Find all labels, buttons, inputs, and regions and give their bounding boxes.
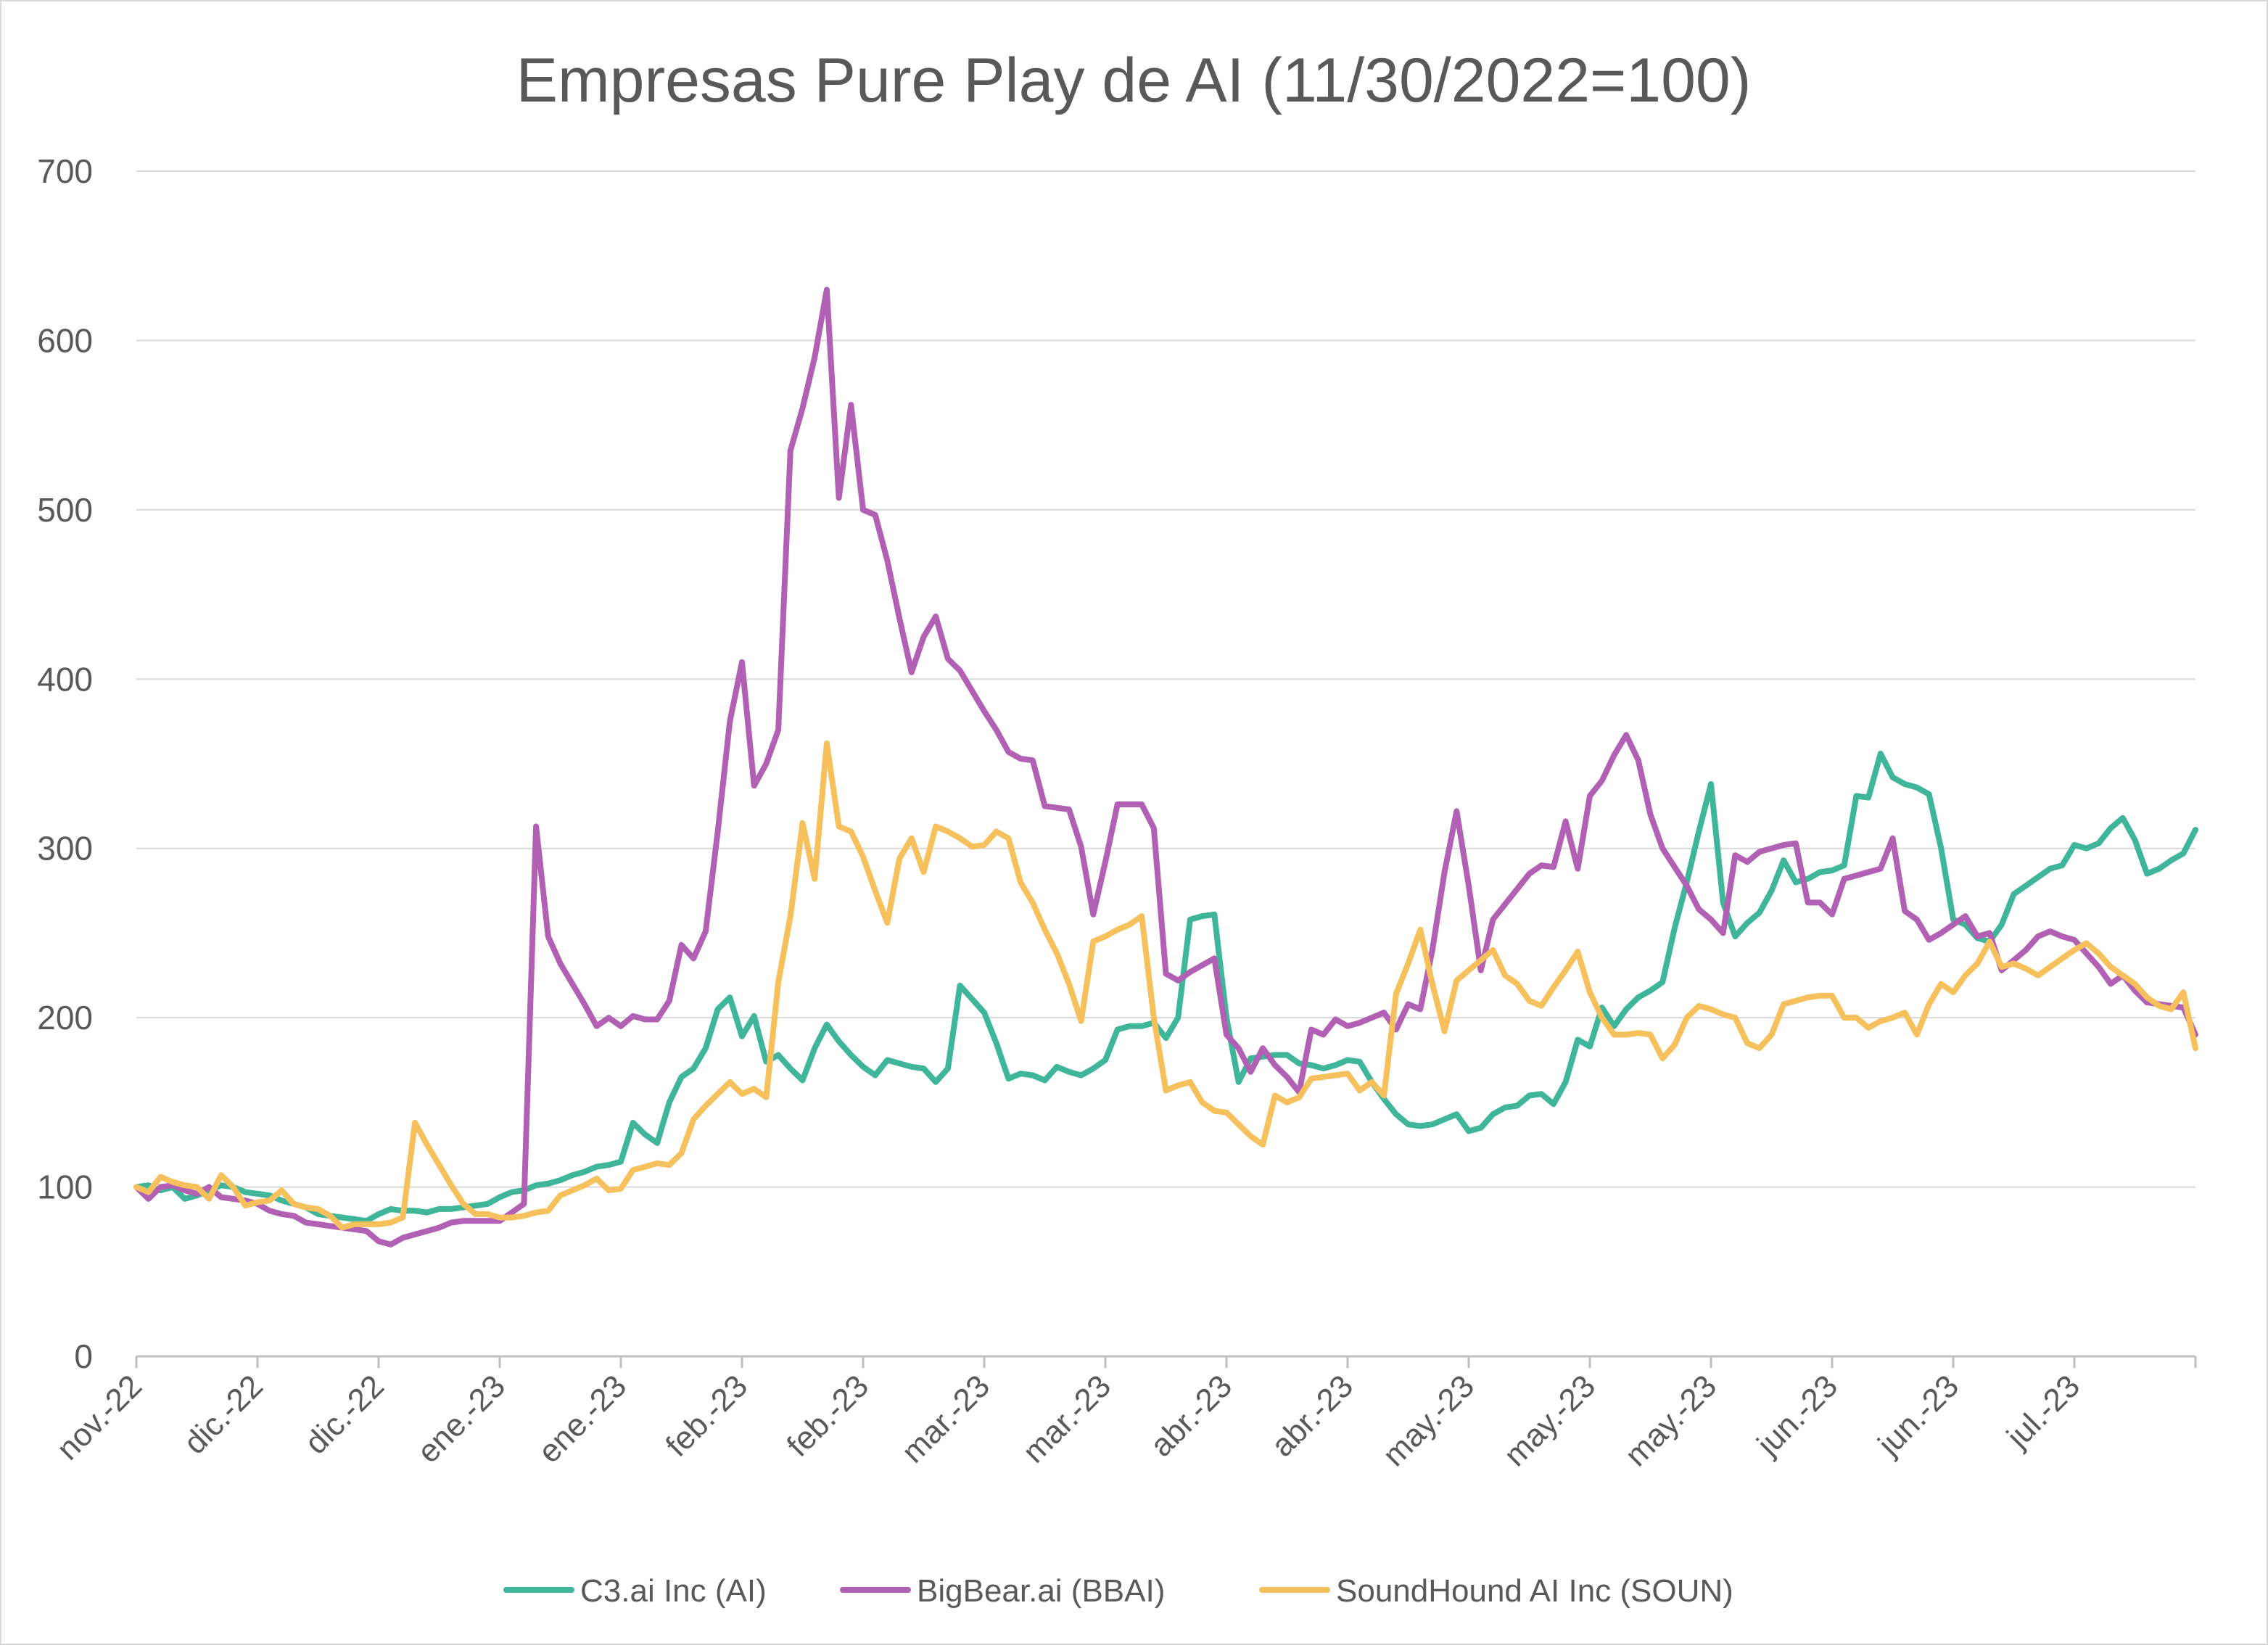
- x-tick-label: abr.-23: [1265, 1368, 1361, 1464]
- series-line-1: [133, 286, 2198, 1248]
- x-tick-label: may.-23: [1376, 1368, 1481, 1473]
- x-axis: nov.-22 dic.-22 dic.-22 ene.-23 ene.-23 feb.-…: [50, 1355, 2197, 1473]
- series-line-2: [133, 741, 2198, 1231]
- x-tick-label: ene.-23: [532, 1368, 633, 1469]
- x-tick-label: mar.-23: [895, 1368, 997, 1469]
- legend-label-2: SoundHound AI Inc (SOUN): [1336, 1573, 1733, 1609]
- legend-label-1: BigBear.ai (BBAI): [917, 1573, 1165, 1609]
- x-tick-label: dic.-22: [177, 1368, 270, 1461]
- series-lines: [133, 286, 2198, 1248]
- y-tick-label: 600: [37, 321, 93, 359]
- x-tick-label: may.-23: [1497, 1368, 1602, 1473]
- x-tick-label: dic.-22: [298, 1368, 391, 1461]
- x-tick-label: mar.-23: [1016, 1368, 1118, 1469]
- series-line-0: [133, 751, 2198, 1224]
- x-tick-label: jul.-23: [1999, 1368, 2087, 1456]
- x-tick-label: feb.-23: [780, 1368, 876, 1464]
- x-tick-label: jun.-23: [1749, 1368, 1844, 1463]
- x-tick-label: jun.-23: [1871, 1368, 1966, 1463]
- x-tick-label: nov.-22: [50, 1368, 149, 1467]
- y-tick-label: 0: [74, 1337, 93, 1375]
- legend-label-0: C3.ai Inc (AI): [580, 1573, 767, 1609]
- x-tick-label: may.-23: [1618, 1368, 1723, 1473]
- x-tick-label: feb.-23: [659, 1368, 755, 1464]
- y-tick-label: 700: [37, 152, 93, 190]
- x-tick-label: abr.-23: [1144, 1368, 1240, 1464]
- chart-title: Empresas Pure Play de AI (11/30/2022=100…: [516, 46, 1752, 115]
- y-tick-label: 100: [37, 1168, 93, 1206]
- y-tick-label: 500: [37, 491, 93, 529]
- x-tick-label: ene.-23: [411, 1368, 512, 1469]
- y-tick-label: 300: [37, 830, 93, 867]
- y-tick-label: 400: [37, 660, 93, 698]
- y-axis-ticks: 0 100 200 300 400 500 600 700: [37, 152, 93, 1375]
- y-tick-label: 200: [37, 999, 93, 1036]
- legend: C3.ai Inc (AI) BigBear.ai (BBAI) SoundHoun…: [503, 1573, 1733, 1609]
